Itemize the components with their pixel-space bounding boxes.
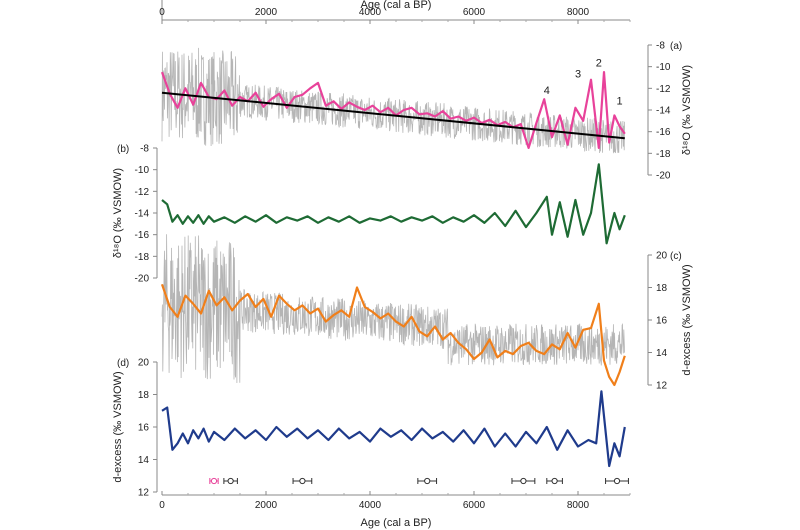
raw-data-layer: [161, 47, 625, 384]
y-tick-label-c: 12: [656, 381, 668, 392]
y-tick-label-a: -8: [656, 41, 665, 52]
series-layer: [160, 71, 629, 485]
y-tick-label-c: 18: [656, 283, 668, 294]
y-tick-label-b: -10: [135, 165, 150, 176]
event-label-4: 4: [544, 85, 550, 97]
y-tick-label-d: 16: [138, 423, 150, 434]
y-axis-title-a: δ¹⁸O (‰ VSMOW): [681, 65, 693, 155]
y-tick-label-a: -14: [656, 106, 671, 117]
bottom-x-tick-label: 2000: [255, 500, 278, 511]
event-label-1: 1: [617, 96, 623, 108]
top-x-tick-label: 2000: [255, 7, 278, 18]
dating-point: [520, 477, 527, 485]
dating-point: [551, 477, 558, 485]
y-axis-title-b: δ¹⁸O (‰ VSMOW): [112, 168, 124, 258]
y-tick-label-a: -16: [656, 127, 671, 138]
y-tick-label-a: -12: [656, 84, 671, 95]
y-tick-label-b: -18: [135, 252, 150, 263]
y-axis-title-c: d-excess (‰ VSMOW): [681, 264, 693, 375]
trend-line-a: [161, 91, 625, 140]
panel-label-d: (d): [117, 358, 129, 369]
panel-label-b: (b): [117, 144, 129, 155]
panel-label-c: (c): [670, 251, 682, 262]
bottom-x-tick-label: 6000: [463, 500, 486, 511]
top-x-tick-label: 6000: [463, 7, 486, 18]
event-label-2: 2: [596, 58, 602, 70]
panel-label-a: (a): [670, 41, 682, 52]
bottom-x-axis-title: Age (cal a BP): [361, 517, 432, 529]
y-tick-label-c: 20: [656, 251, 668, 262]
y-tick-label-c: 16: [656, 316, 668, 327]
y-tick-label-b: -14: [135, 209, 150, 220]
dating-point: [227, 477, 234, 485]
dating-point: [613, 477, 621, 485]
dating-point: [424, 477, 431, 485]
series-line-d: [161, 390, 626, 468]
raw-data-line-a: [161, 47, 625, 154]
y-tick-label-a: -20: [656, 171, 671, 182]
y-axis-title-d: d-excess (‰ VSMOW): [112, 371, 124, 482]
event-label-3: 3: [575, 69, 581, 81]
top-x-tick-label: 8000: [567, 7, 590, 18]
axes-layer: [153, 0, 652, 496]
y-tick-label-d: 20: [138, 358, 150, 369]
top-x-tick-label: 4000: [359, 7, 382, 18]
dating-point: [299, 477, 306, 485]
y-tick-label-b: -20: [135, 274, 150, 285]
y-tick-label-a: -18: [656, 149, 671, 160]
y-tick-label-b: -16: [135, 230, 150, 241]
bottom-x-tick-label: 0: [159, 500, 165, 511]
y-tick-label-a: -10: [656, 62, 671, 73]
bottom-x-tick-label: 4000: [359, 500, 382, 511]
bottom-x-tick-label: 8000: [567, 500, 590, 511]
top-x-axis-title: Age (cal a BP): [361, 0, 432, 11]
y-tick-label-d: 14: [138, 455, 150, 466]
y-tick-label-b: -8: [140, 144, 149, 155]
y-tick-label-d: 12: [138, 488, 150, 499]
y-tick-label-b: -12: [135, 187, 150, 198]
y-tick-label-c: 14: [656, 348, 668, 359]
series-line-c: [160, 283, 626, 387]
series-line-a: [160, 71, 626, 149]
series-line-b: [161, 163, 626, 245]
top-x-tick-label: 0: [159, 7, 165, 18]
text-layer: Age (cal a BP) Age (cal a BP) 0 0 2000 2000…: [112, 0, 693, 529]
y-tick-label-d: 18: [138, 390, 150, 401]
dating-point: [210, 477, 218, 485]
